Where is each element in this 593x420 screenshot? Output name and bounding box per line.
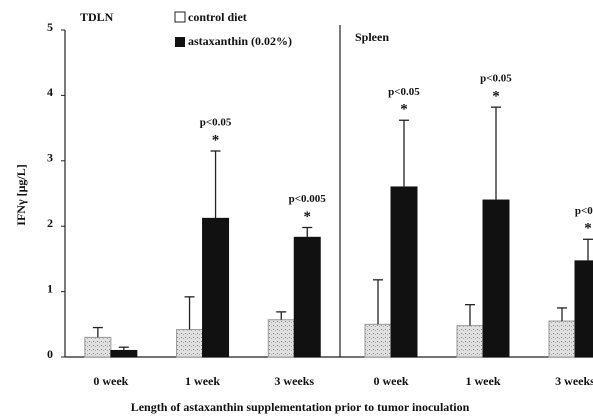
legend-swatch <box>175 37 185 47</box>
bar <box>202 217 230 358</box>
panel-title: Spleen <box>355 30 389 44</box>
x-tick-label: 3 weeks <box>274 374 314 388</box>
x-tick-label: 1 week <box>466 374 501 388</box>
y-tick-label: 1 <box>47 281 53 295</box>
x-tick-label: 0 week <box>93 374 128 388</box>
bar <box>456 325 484 358</box>
y-tick-label: 4 <box>47 85 53 99</box>
x-tick-label: 1 week <box>185 374 220 388</box>
y-tick-label: 3 <box>47 151 53 165</box>
y-axis-label: IFNγ [μg/L] <box>14 164 28 225</box>
y-tick-label: 5 <box>47 20 53 34</box>
bar <box>267 319 295 358</box>
legend-swatch <box>174 11 186 23</box>
bar <box>548 320 576 358</box>
significance-mark: * <box>212 132 220 148</box>
y-tick-label: 2 <box>47 216 53 230</box>
bar <box>84 336 112 358</box>
bar <box>574 260 593 358</box>
panel-title: TDLN <box>80 10 114 24</box>
annotation: p<0.05 <box>200 117 232 129</box>
x-tick-label: 3 weeks <box>555 374 593 388</box>
x-tick-label: 0 week <box>374 374 409 388</box>
bar <box>364 323 392 358</box>
bar <box>293 236 321 358</box>
significance-mark: * <box>584 221 592 237</box>
significance-mark: * <box>304 209 312 225</box>
bar <box>482 199 510 358</box>
bar <box>110 349 138 358</box>
significance-mark: * <box>492 89 500 105</box>
bar <box>176 329 204 358</box>
annotation: p<0.05 <box>480 73 512 85</box>
bar <box>390 186 418 358</box>
annotation: p<0.05 <box>388 86 420 98</box>
annotation: p<0.005 <box>289 193 327 205</box>
significance-mark: * <box>400 102 408 118</box>
x-axis-label: Length of astaxanthin supplementation pr… <box>131 400 470 414</box>
legend-label: astaxanthin (0.02%) <box>188 34 292 48</box>
annotation: p<0.0 <box>575 205 593 217</box>
y-tick-label: 0 <box>47 347 53 361</box>
legend-label: control diet <box>188 10 247 24</box>
